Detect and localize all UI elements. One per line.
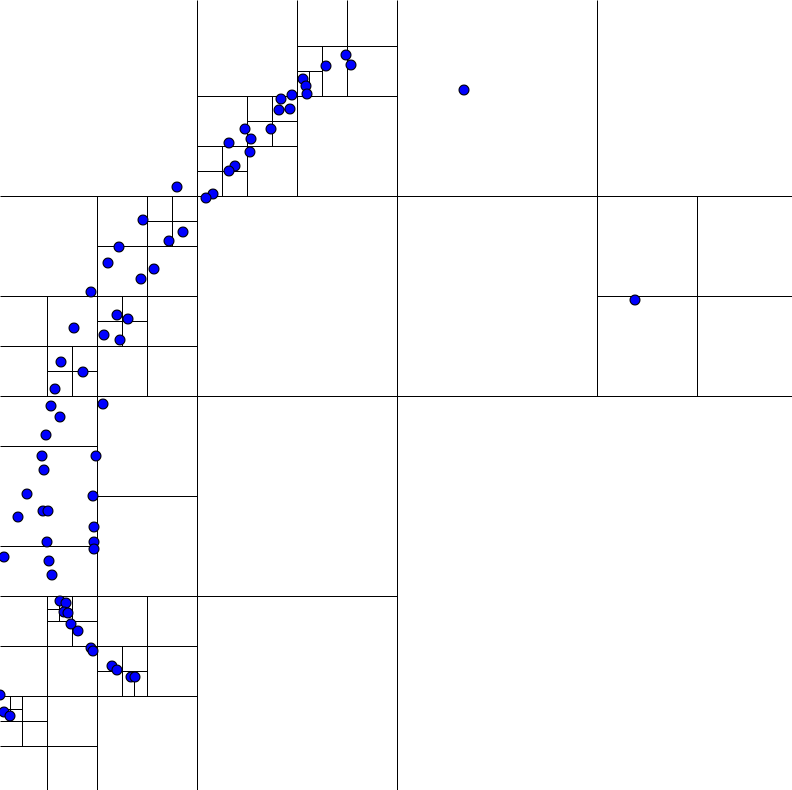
data-point [275,93,287,105]
data-point [49,383,61,395]
data-point [223,165,235,177]
data-point [4,710,16,722]
data-point [113,241,125,253]
data-point [286,89,298,101]
data-point [98,329,110,341]
data-point [41,536,53,548]
data-point [85,286,97,298]
data-point [90,450,102,462]
data-point [239,123,251,135]
data-point [40,429,52,441]
data-point [55,356,67,368]
data-point [629,294,641,306]
data-point [114,334,126,346]
data-point [111,664,123,676]
data-point [171,181,183,193]
data-point [223,137,235,149]
data-point [87,490,99,502]
data-point [0,551,10,563]
data-point [111,309,123,321]
data-point [87,645,99,657]
data-points [0,49,641,722]
data-point [0,689,6,701]
data-point [245,133,257,145]
data-point [265,123,277,135]
data-point [62,607,74,619]
data-point [72,625,84,637]
data-point [21,488,33,500]
data-point [36,450,48,462]
data-point [68,322,80,334]
data-point [46,569,58,581]
data-point [88,521,100,533]
data-point [137,214,149,226]
data-point [340,49,352,61]
data-point [102,257,114,269]
data-point [129,671,141,683]
data-point [54,411,66,423]
data-point [148,263,160,275]
data-point [42,505,54,517]
data-point [163,235,175,247]
data-point [301,88,313,100]
data-point [135,273,147,285]
data-point [43,555,55,567]
data-point [97,398,109,410]
data-point [200,192,212,204]
data-point [345,59,357,71]
data-point [38,464,50,476]
data-point [65,618,77,630]
data-point [12,511,24,523]
data-point [284,103,296,115]
data-point [273,104,285,116]
data-point [122,313,134,325]
data-point [77,366,89,378]
data-point [320,60,332,72]
data-point [60,597,72,609]
data-point [45,400,57,412]
data-point [177,226,189,238]
data-point [458,84,470,96]
data-point [244,146,256,158]
data-point [88,543,100,555]
